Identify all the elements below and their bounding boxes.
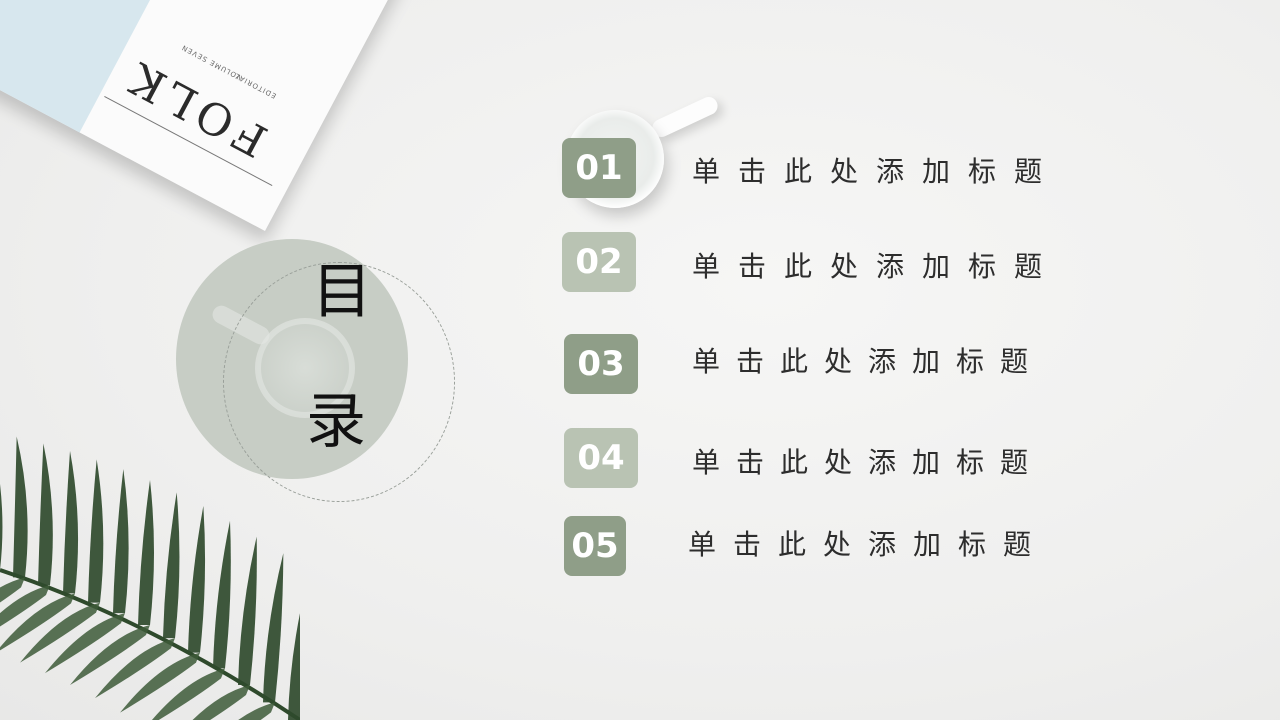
fern-leaflet: [188, 506, 206, 653]
fern-leaflet: [88, 459, 104, 603]
fern-leaflet: [213, 520, 231, 669]
item-2-title[interactable]: 单击此处添加标题: [692, 250, 1061, 283]
magazine-image: FOLK VOLUME SEVEN EDITORIAL: [0, 0, 406, 232]
fern-leaflet: [163, 492, 180, 639]
item-2-badge[interactable]: 02: [562, 232, 636, 292]
fern-leaflet: [70, 625, 150, 685]
fern-leaf-image: [0, 436, 300, 720]
cup-handle-image: [649, 94, 721, 140]
fern-leaflet: [38, 443, 53, 585]
fern-leaflet: [288, 613, 300, 720]
item-1-badge[interactable]: 01: [562, 138, 636, 198]
fern-leaflet: [20, 602, 100, 663]
title-char-2[interactable]: 录: [306, 387, 366, 457]
fern-leaflet: [95, 638, 175, 699]
item-4-title[interactable]: 单击此处添加标题: [692, 446, 1045, 479]
fern-leaflet: [238, 702, 275, 720]
item-5-badge[interactable]: 05: [564, 516, 626, 576]
fern-leaflet: [192, 685, 250, 720]
item-4-badge[interactable]: 04: [564, 428, 638, 488]
fern-leaflet: [151, 668, 225, 720]
fern-leaflet: [238, 536, 257, 685]
title-char-1[interactable]: 目: [312, 257, 372, 327]
fern-leaflet: [138, 480, 154, 625]
fern-leaflet: [13, 436, 28, 578]
item-1-title[interactable]: 单击此处添加标题: [692, 155, 1061, 188]
fern-leaflet: [0, 593, 75, 651]
fern-leaflet: [0, 577, 25, 603]
fern-leaflet: [63, 450, 79, 594]
magazine-small-text-2: EDITORIAL: [233, 71, 278, 100]
fern-leaflet: [0, 585, 50, 627]
item-5-title[interactable]: 单击此处添加标题: [688, 528, 1049, 561]
title-dashed-ring: [223, 262, 455, 502]
fern-leaflet: [120, 652, 200, 713]
item-3-title[interactable]: 单击此处添加标题: [692, 345, 1045, 378]
fern-leaflet: [0, 484, 3, 570]
fern-leaflet: [113, 469, 129, 614]
fern-leaflet: [263, 553, 284, 703]
item-3-badge[interactable]: 03: [564, 334, 638, 394]
fern-leaflet: [45, 613, 125, 674]
magazine-masthead: FOLK: [116, 49, 276, 167]
